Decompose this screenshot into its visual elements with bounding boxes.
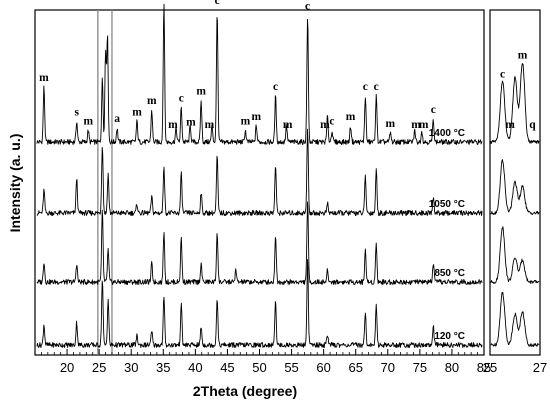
peak-label: m bbox=[39, 72, 49, 84]
inset-x-tick-label: 25 bbox=[483, 360, 497, 375]
series-line bbox=[36, 258, 483, 349]
peak-label: c bbox=[305, 1, 310, 13]
x-tick-label: 25 bbox=[92, 360, 106, 375]
series-label: 850 °C bbox=[434, 268, 465, 279]
peak-label: m bbox=[419, 119, 429, 131]
y-axis-title: Intensity (a. u.) bbox=[7, 134, 23, 233]
x-tick-label: 30 bbox=[124, 360, 138, 375]
series-label: 1400 °C bbox=[429, 128, 465, 139]
x-axis-title: 2Theta (degree) bbox=[193, 383, 297, 399]
inset-peak-label: c bbox=[500, 68, 505, 80]
peak-label: m bbox=[132, 106, 142, 118]
inset-peak-label: m bbox=[518, 50, 528, 62]
peak-label: m bbox=[186, 116, 196, 128]
peak-label: m bbox=[205, 119, 215, 131]
series-line bbox=[36, 128, 483, 217]
peak-label: m bbox=[283, 119, 293, 131]
series-line bbox=[36, 201, 483, 286]
series-label: 1050 °C bbox=[429, 199, 465, 210]
x-tick-label: 20 bbox=[60, 360, 74, 375]
peak-label: m bbox=[251, 111, 261, 123]
x-tick-label: 80 bbox=[445, 360, 459, 375]
peak-label: m bbox=[147, 95, 157, 107]
x-tick-label: 85 bbox=[477, 360, 491, 375]
inset-plot-panel: c m m q 25 27 bbox=[483, 9, 547, 375]
peak-label: m bbox=[83, 116, 93, 128]
inset-series-line bbox=[490, 159, 540, 216]
peak-label: c bbox=[273, 81, 278, 93]
x-tick-label: 40 bbox=[188, 360, 202, 375]
peak-label: m bbox=[196, 86, 206, 98]
peak-label: c bbox=[179, 93, 184, 105]
inset-series-line bbox=[490, 63, 540, 145]
inset-peak-label: m bbox=[505, 119, 515, 131]
peak-label: c bbox=[374, 81, 379, 93]
x-tick-label: 55 bbox=[284, 360, 298, 375]
x-tick-label: 60 bbox=[316, 360, 330, 375]
peak-label: m bbox=[346, 111, 356, 123]
peak-label: m bbox=[411, 119, 421, 131]
inset-plot-frame bbox=[489, 9, 541, 356]
series-label: 120 °C bbox=[434, 331, 465, 342]
peak-label: c bbox=[431, 104, 436, 116]
x-tick-label: 50 bbox=[252, 360, 266, 375]
x-tick-label: 45 bbox=[220, 360, 234, 375]
peak-label: c bbox=[363, 81, 368, 93]
peak-label: m bbox=[386, 118, 396, 130]
peak-label: m bbox=[168, 119, 178, 131]
x-tick-label: 65 bbox=[348, 360, 362, 375]
peak-label: m bbox=[320, 119, 330, 131]
x-tick-label: 75 bbox=[413, 360, 427, 375]
inset-x-tick-label: 27 bbox=[533, 360, 547, 375]
inset-peak-label: q bbox=[529, 119, 536, 131]
peak-label: c bbox=[329, 116, 334, 128]
series-line bbox=[36, 3, 483, 146]
peak-label: m bbox=[241, 116, 251, 128]
peak-label: c bbox=[215, 0, 220, 7]
peak-label: s bbox=[74, 106, 79, 118]
x-tick-label: 35 bbox=[156, 360, 170, 375]
peak-label: a bbox=[114, 113, 120, 125]
inset-series-line bbox=[490, 226, 540, 285]
inset-series-line bbox=[490, 291, 540, 348]
x-tick-label: 70 bbox=[381, 360, 395, 375]
main-plot-frame bbox=[34, 9, 485, 356]
